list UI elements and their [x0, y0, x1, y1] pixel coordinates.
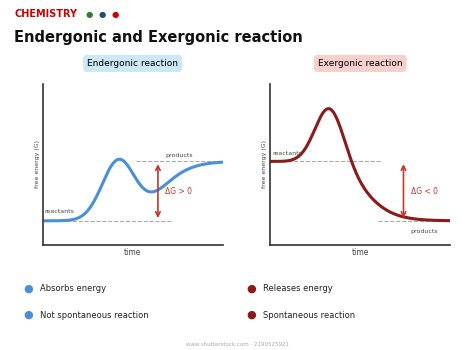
X-axis label: time: time: [352, 248, 369, 257]
Text: ●: ●: [112, 10, 119, 19]
Text: Releases energy: Releases energy: [263, 284, 333, 293]
Text: reactants: reactants: [45, 209, 74, 215]
Text: Spontaneous reaction: Spontaneous reaction: [263, 310, 355, 320]
Text: products: products: [410, 229, 438, 234]
Text: ●: ●: [85, 10, 92, 19]
Text: ΔG > 0: ΔG > 0: [165, 187, 192, 196]
Y-axis label: free energy (G): free energy (G): [263, 140, 267, 189]
Text: Exergonic reaction: Exergonic reaction: [318, 59, 402, 68]
Text: CHEMISTRY: CHEMISTRY: [14, 9, 77, 19]
Text: Endergonic and Exergonic reaction: Endergonic and Exergonic reaction: [14, 30, 303, 45]
Text: www.shutterstock.com · 2190525921: www.shutterstock.com · 2190525921: [185, 342, 289, 346]
Text: Endergonic reaction: Endergonic reaction: [87, 59, 178, 68]
Text: Absorbs energy: Absorbs energy: [40, 284, 107, 293]
Text: ΔG < 0: ΔG < 0: [410, 187, 438, 196]
Text: products: products: [165, 153, 193, 158]
Text: ●: ●: [99, 10, 106, 19]
X-axis label: time: time: [124, 248, 141, 257]
Text: Not spontaneous reaction: Not spontaneous reaction: [40, 310, 149, 320]
Y-axis label: free energy (G): free energy (G): [35, 140, 40, 189]
Text: ●: ●: [24, 310, 34, 320]
Text: reactants: reactants: [272, 152, 302, 156]
Text: ●: ●: [24, 284, 34, 294]
Text: ●: ●: [246, 284, 256, 294]
Text: ●: ●: [246, 310, 256, 320]
